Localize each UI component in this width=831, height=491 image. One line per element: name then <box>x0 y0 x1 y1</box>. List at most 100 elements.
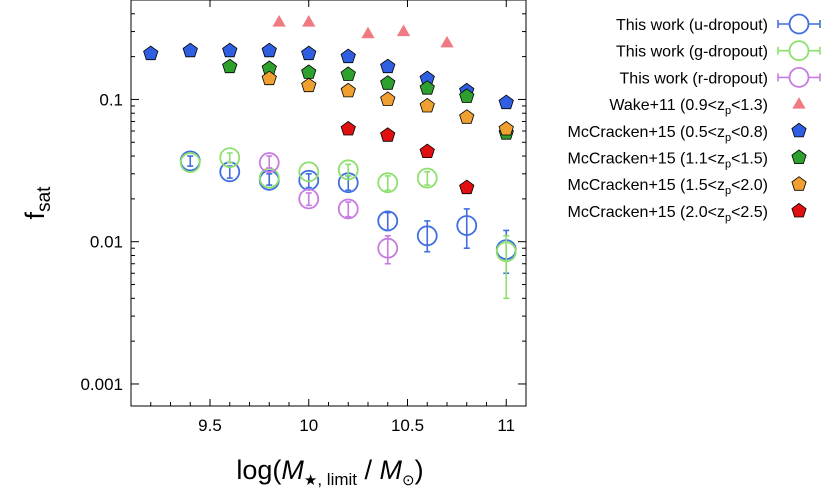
series-g <box>179 147 517 300</box>
legend-entry-wake: Wake+11 (0.9<zp<1.3) <box>609 97 806 117</box>
data-point-m4 <box>419 143 435 159</box>
data-point-wake <box>440 35 454 48</box>
legend-symbol <box>791 149 807 165</box>
series-r <box>258 152 399 265</box>
x-axis-label-sun: ⊙ <box>402 472 415 489</box>
data-point-m1 <box>182 42 198 58</box>
x-axis-label-sub: , limit <box>317 470 357 489</box>
legend-label: McCracken+15 (1.5<zp<2.0) <box>568 177 768 197</box>
data-point-m3 <box>419 97 435 113</box>
series-u <box>179 150 517 275</box>
x-axis-label-m1: M <box>281 455 304 485</box>
data-point-m1 <box>340 48 356 64</box>
x-tick-label: 10.5 <box>391 416 424 435</box>
y-axis-label: fsat <box>20 186 55 220</box>
legend-entry-m1: McCracken+15 (0.5<zp<0.8) <box>568 122 807 144</box>
data-point-m1 <box>301 45 317 61</box>
data-point-g <box>377 172 399 194</box>
legend-entry-m4: McCracken+15 (2.0<zp<2.5) <box>568 202 807 224</box>
data-point-g <box>219 147 241 169</box>
data-point-u <box>377 210 399 232</box>
data-point-g <box>337 159 359 181</box>
data-point-u <box>416 225 438 247</box>
series-m3 <box>261 70 514 136</box>
data-point-r <box>258 152 280 173</box>
plot-frame <box>130 0 527 407</box>
data-point-r <box>377 237 399 259</box>
x-tick-label: 10 <box>299 416 318 435</box>
data-point-g <box>416 167 438 189</box>
y-tick-label: 0.001 <box>80 375 123 394</box>
legend-entry-m2: McCracken+15 (1.1<zp<1.5) <box>568 149 807 171</box>
legend-symbol <box>788 13 810 35</box>
x-axis-label-m2: M <box>380 455 403 485</box>
y-tick-label: 0.01 <box>90 233 123 252</box>
legend-label: McCracken+15 (2.0<zp<2.5) <box>568 204 768 224</box>
legend-symbol <box>792 97 806 109</box>
series-wake <box>272 15 454 48</box>
y-axis-label-main: f <box>20 211 50 219</box>
legend-label: This work (r-dropout) <box>620 70 768 87</box>
x-tick-label: 11 <box>497 416 515 435</box>
y-axis-label-sub: sat <box>34 186 55 212</box>
data-point-wake <box>302 15 316 27</box>
data-point-g <box>495 241 517 263</box>
data-point-r <box>337 198 359 220</box>
data-point-m1 <box>143 45 159 61</box>
legend-label: McCracken+15 (1.1<zp<1.5) <box>568 151 768 171</box>
data-point-m4 <box>340 121 356 136</box>
data-point-m3 <box>340 82 356 98</box>
data-point-u <box>456 215 478 236</box>
x-axis-label-star: ★ <box>304 472 317 489</box>
legend-symbol <box>788 40 810 62</box>
data-point-m3 <box>380 91 396 106</box>
legend-symbol <box>788 67 810 88</box>
legend-symbol <box>791 122 807 138</box>
data-point-m4 <box>380 127 396 142</box>
data-point-wake <box>272 15 286 27</box>
data-point-m3 <box>459 109 475 124</box>
data-point-m1 <box>222 42 238 58</box>
data-point-m2 <box>340 66 356 81</box>
series-m4 <box>340 121 475 195</box>
data-point-wake <box>396 24 411 37</box>
data-point-m4 <box>459 179 475 195</box>
data-point-m2 <box>222 58 238 74</box>
data-point-g <box>298 161 320 183</box>
x-axis-label-suffix: ) <box>415 455 424 485</box>
x-axis-label-sep: / <box>357 455 380 485</box>
legend-label: This work (u-dropout) <box>616 17 768 34</box>
legend-label: This work (g-dropout) <box>616 44 768 61</box>
legend-entry-u: This work (u-dropout) <box>616 13 821 35</box>
data-point-m2 <box>419 80 435 95</box>
svg-text:fsat: fsat <box>20 186 55 220</box>
legend-entry-m3: McCracken+15 (1.5<zp<2.0) <box>568 176 807 197</box>
legend-label: Wake+11 (0.9<zp<1.3) <box>609 97 768 117</box>
y-tick-label: 0.1 <box>99 90 123 109</box>
data-point-wake <box>361 26 375 39</box>
data-point-m2 <box>459 88 475 103</box>
x-axis-label-prefix: log( <box>236 455 281 485</box>
data-point-m1 <box>380 58 396 74</box>
x-axis-label: log(M★, limit / M⊙) <box>236 455 423 489</box>
data-point-m3 <box>498 121 514 136</box>
data-point-m1 <box>261 42 277 58</box>
data-point-g <box>179 152 201 173</box>
data-point-r <box>298 188 320 210</box>
legend-entry-r: This work (r-dropout) <box>620 67 821 88</box>
axis-ticks: 9.5 10 10.5 11 0.001 0.01 0.1 <box>80 0 526 435</box>
legend-symbol <box>791 176 807 191</box>
data-point-m2 <box>380 75 396 90</box>
legend-label: McCracken+15 (0.5<zp<0.8) <box>568 124 768 144</box>
series-layer <box>143 15 517 300</box>
series-m1 <box>143 42 514 110</box>
data-point-m3 <box>301 77 317 93</box>
legend: This work (u-dropout) This work (g-dropou… <box>568 13 821 224</box>
plot-area: 9.5 10 10.5 11 0.001 0.01 0.1 <box>80 0 527 435</box>
legend-entry-g: This work (g-dropout) <box>616 40 821 62</box>
x-tick-label: 9.5 <box>198 416 222 435</box>
legend-symbol <box>791 202 807 218</box>
series-m2 <box>222 58 514 140</box>
data-point-m1 <box>498 94 514 110</box>
